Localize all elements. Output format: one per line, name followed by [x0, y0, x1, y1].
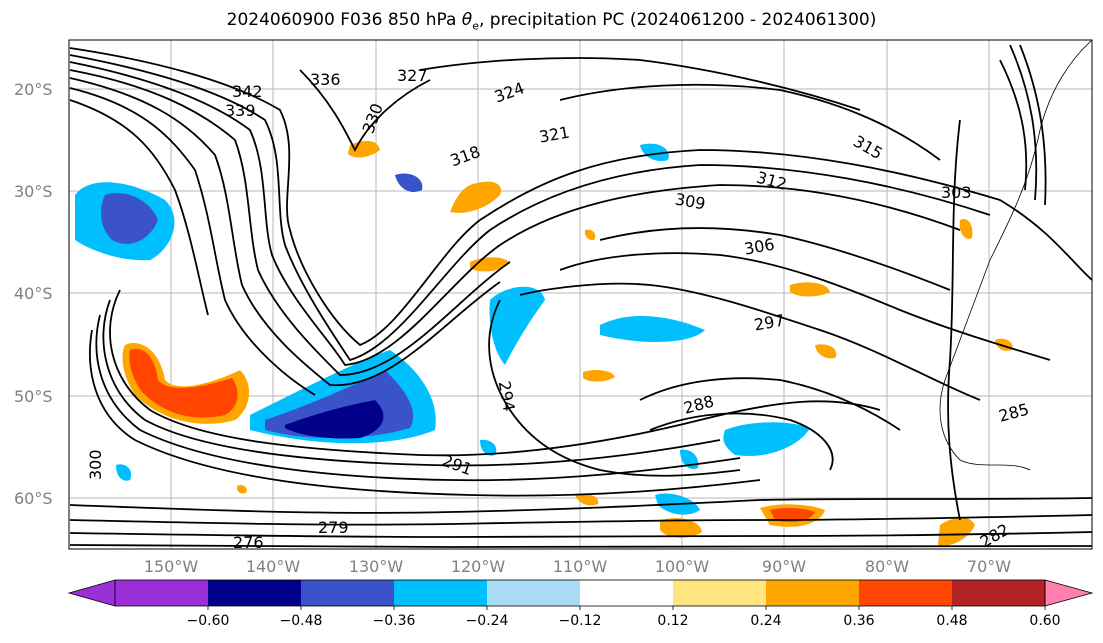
colorbar-tick-label: −0.24 — [466, 613, 509, 629]
lon-label: 110°W — [553, 557, 608, 576]
colorbar-tick-label: −0.36 — [373, 613, 416, 629]
colorbar-block — [301, 580, 395, 606]
map-frame — [68, 39, 1093, 550]
contour-label: 342 — [232, 82, 263, 101]
colorbar-block — [487, 580, 581, 606]
colorbar-block — [952, 580, 1046, 606]
figure-title: 2024060900 F036 850 hPa θe, precipitatio… — [0, 10, 1103, 32]
contour-label: 327 — [397, 66, 428, 85]
colorbar-block — [766, 580, 860, 606]
lon-label: 140°W — [246, 557, 301, 576]
lon-label: 130°W — [349, 557, 404, 576]
lon-label: 150°W — [144, 557, 199, 576]
lat-label: 60°S — [14, 489, 53, 508]
colorbar-tick-label: −0.60 — [187, 613, 230, 629]
lat-label: 20°S — [14, 80, 53, 99]
longitude-labels: 150°W 140°W 130°W 120°W 110°W 100°W 90°W… — [144, 557, 1011, 576]
colorbar-tick-label: 0.48 — [936, 613, 967, 629]
lat-label: 40°S — [14, 284, 53, 303]
colorbar-tick-label: 0.12 — [657, 613, 688, 629]
contour-label: 279 — [318, 518, 349, 537]
colorbar-block — [673, 580, 767, 606]
colorbar-over-extension — [1044, 579, 1094, 607]
contour-label: 339 — [225, 101, 256, 120]
coastline — [939, 40, 1092, 471]
map-content: 336 327 342 339 330 324 321 318 315 312 … — [69, 40, 1092, 552]
negative-precip-shading — [75, 143, 810, 515]
colorbar-tick-labels: −0.60 −0.48 −0.36 −0.24 −0.12 0.12 0.24 0.36 0.4… — [187, 613, 1061, 629]
lat-label: 30°S — [14, 182, 53, 201]
title-prefix: 2024060900 F036 850 hPa — [226, 10, 462, 30]
contour-label: 276 — [233, 533, 264, 552]
colorbar-block — [208, 580, 302, 606]
lon-label: 100°W — [655, 557, 710, 576]
lon-label: 80°W — [865, 557, 909, 576]
colorbar: −0.60 −0.48 −0.36 −0.24 −0.12 0.12 0.24 0.36 0.4… — [67, 579, 1094, 629]
contour-label: 303 — [941, 183, 972, 202]
title-subscript: e — [472, 19, 479, 33]
colorbar-tick-label: −0.48 — [280, 613, 323, 629]
title-suffix: , precipitation PC (2024061200 - 2024061… — [478, 10, 877, 30]
title-symbol: θ — [461, 10, 473, 30]
lon-label: 70°W — [967, 557, 1011, 576]
lon-label: 120°W — [451, 557, 506, 576]
lon-label: 90°W — [762, 557, 806, 576]
lat-label: 50°S — [14, 387, 53, 406]
colorbar-block — [394, 580, 488, 606]
contour-label: 336 — [310, 70, 341, 89]
colorbar-block — [580, 580, 674, 606]
colorbar-under-extension — [67, 579, 116, 607]
colorbar-blocks — [115, 580, 1046, 606]
colorbar-tick-label: 0.60 — [1029, 613, 1060, 629]
colorbar-ticks — [207, 606, 1046, 610]
contour-label: 300 — [86, 449, 105, 480]
colorbar-tick-label: −0.12 — [559, 613, 602, 629]
colorbar-block — [859, 580, 953, 606]
colorbar-tick-label: 0.24 — [750, 613, 781, 629]
colorbar-tick-label: 0.36 — [843, 613, 874, 629]
theta-e-contours — [69, 44, 1092, 548]
latitude-labels: 20°S 30°S 40°S 50°S 60°S — [14, 80, 53, 508]
colorbar-block — [115, 580, 209, 606]
